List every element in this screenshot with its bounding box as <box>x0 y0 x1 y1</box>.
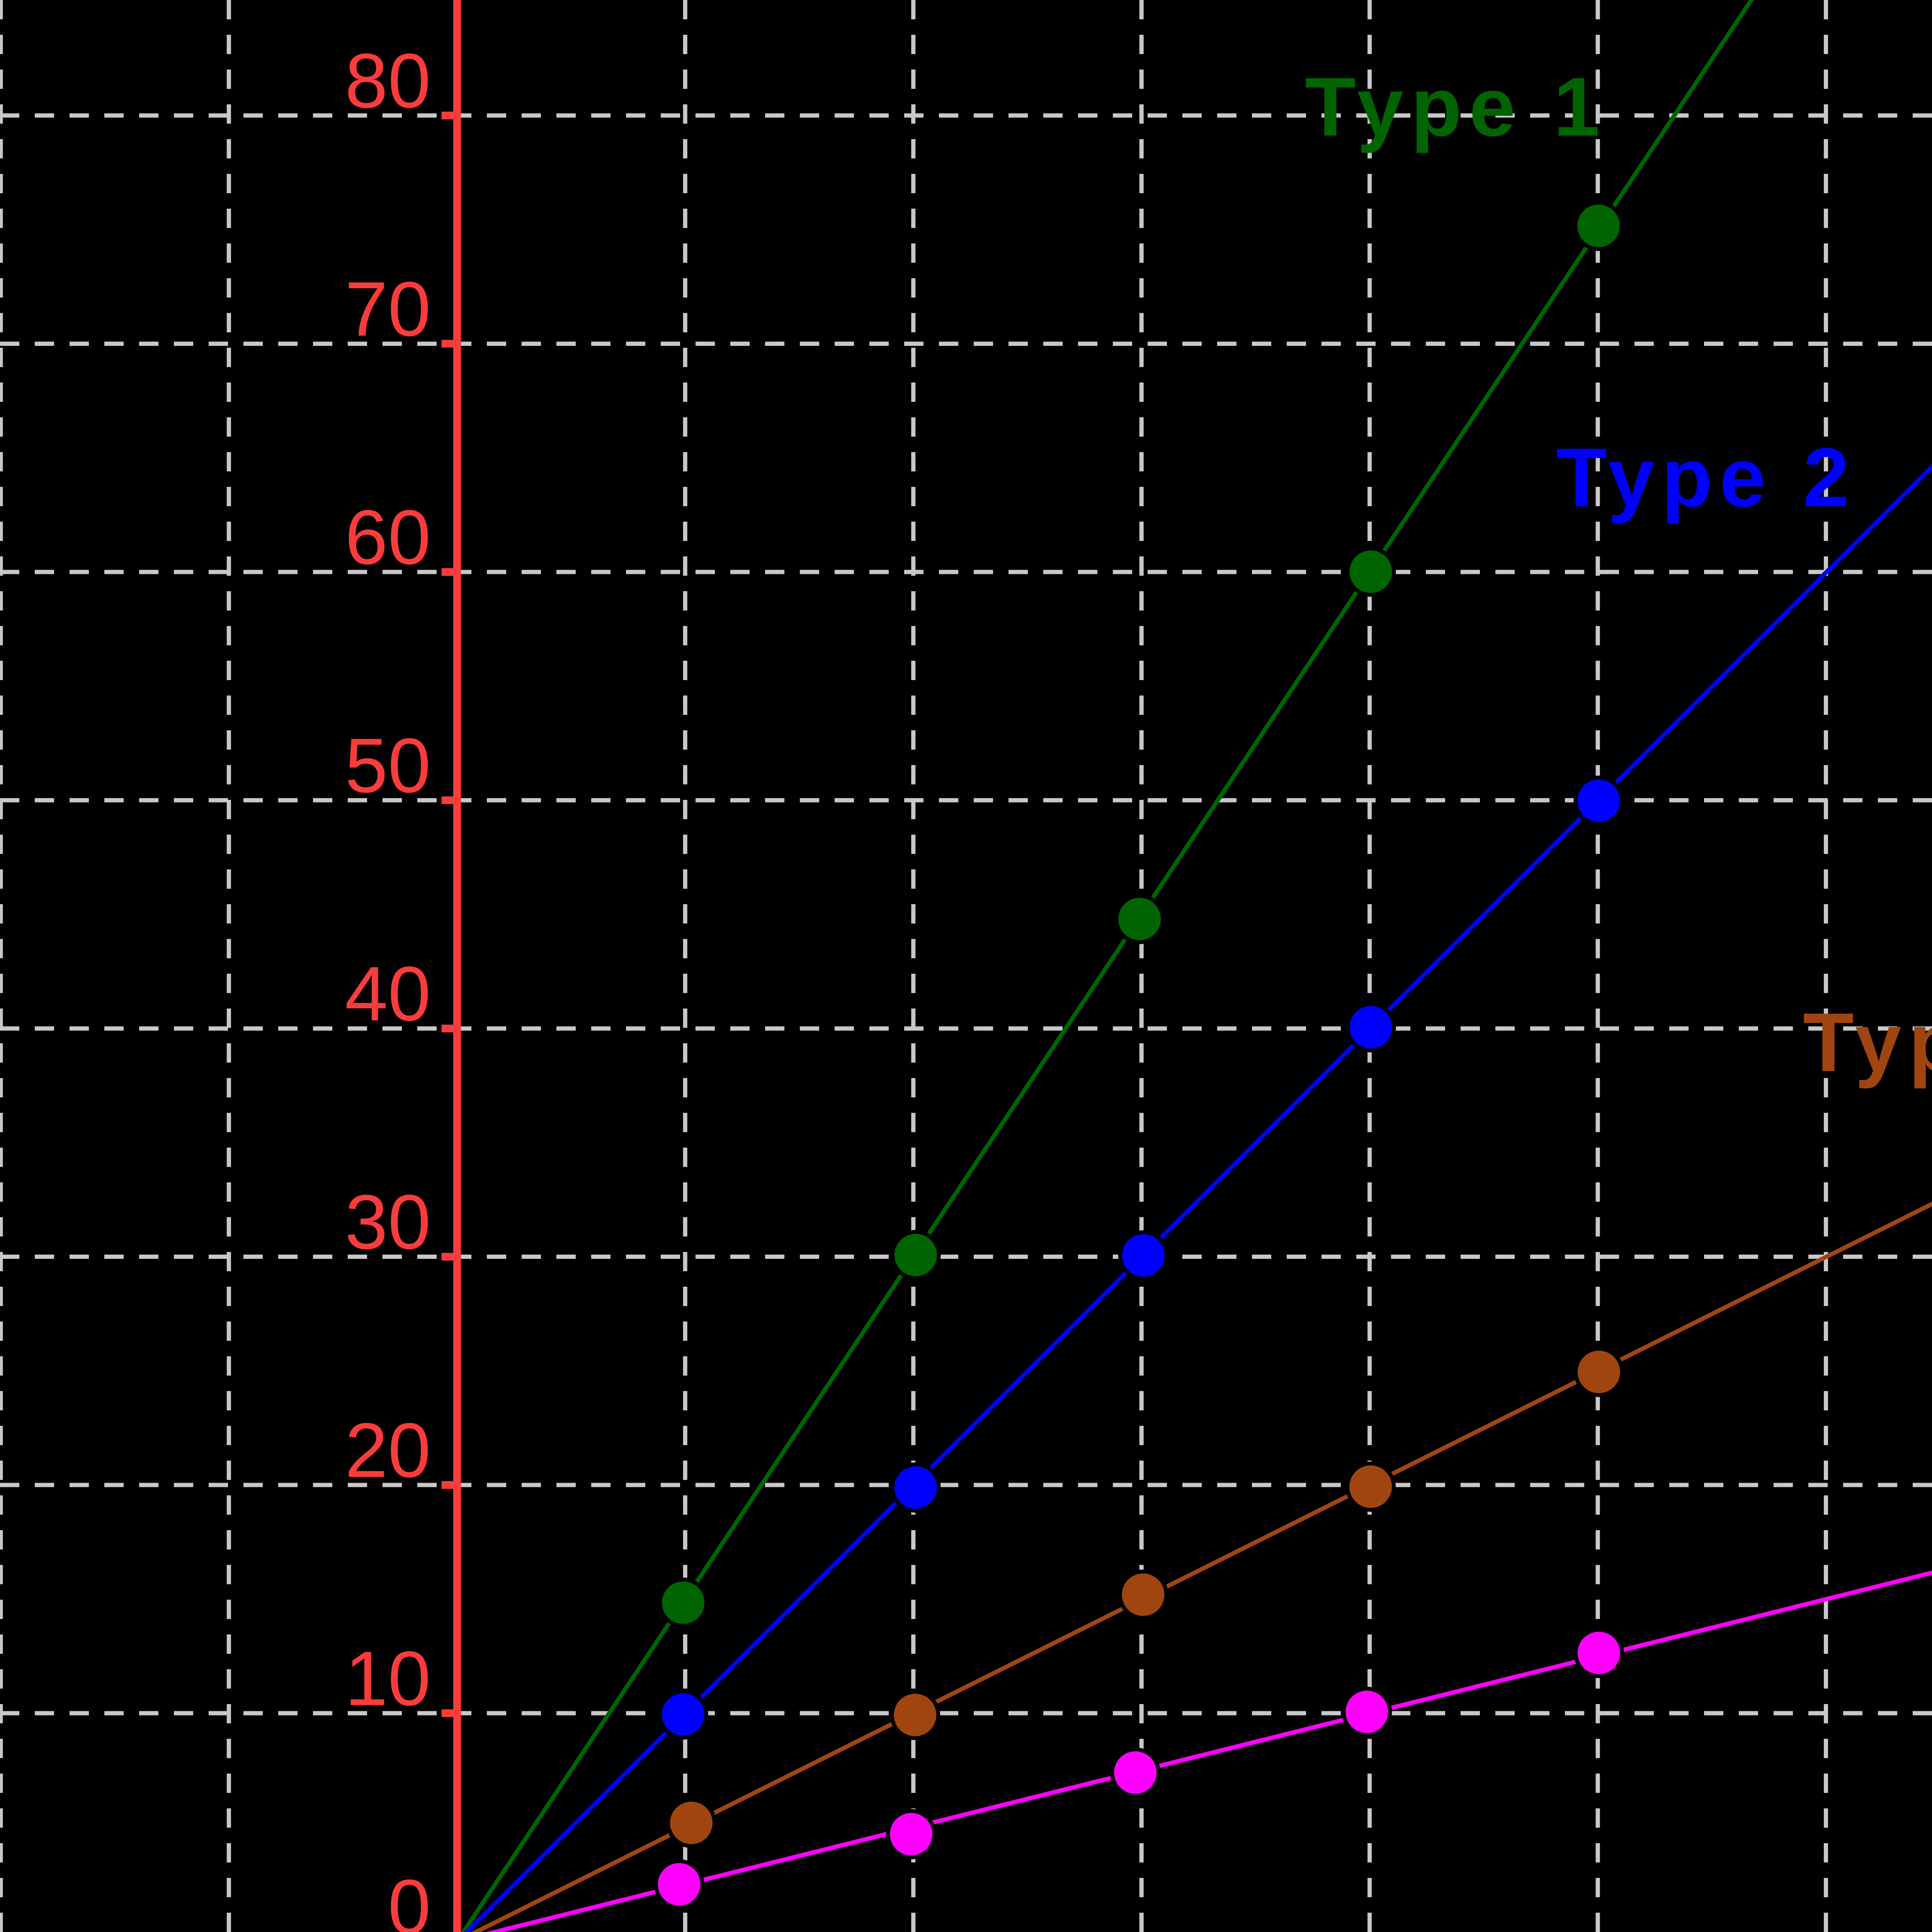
svg-text:40: 40 <box>345 951 431 1037</box>
svg-text:60: 60 <box>345 494 431 580</box>
svg-text:50: 50 <box>345 723 431 809</box>
svg-text:Type 1: Type 1 <box>1305 60 1607 153</box>
svg-text:Type 2: Type 2 <box>1556 430 1856 524</box>
svg-text:10: 10 <box>345 1636 431 1722</box>
svg-text:80: 80 <box>345 38 431 124</box>
svg-text:70: 70 <box>345 266 431 352</box>
svg-text:0: 0 <box>388 1864 431 1932</box>
svg-text:20: 20 <box>345 1407 431 1493</box>
svg-text:30: 30 <box>345 1179 431 1265</box>
svg-text:Type 3: Type 3 <box>1803 995 1932 1089</box>
